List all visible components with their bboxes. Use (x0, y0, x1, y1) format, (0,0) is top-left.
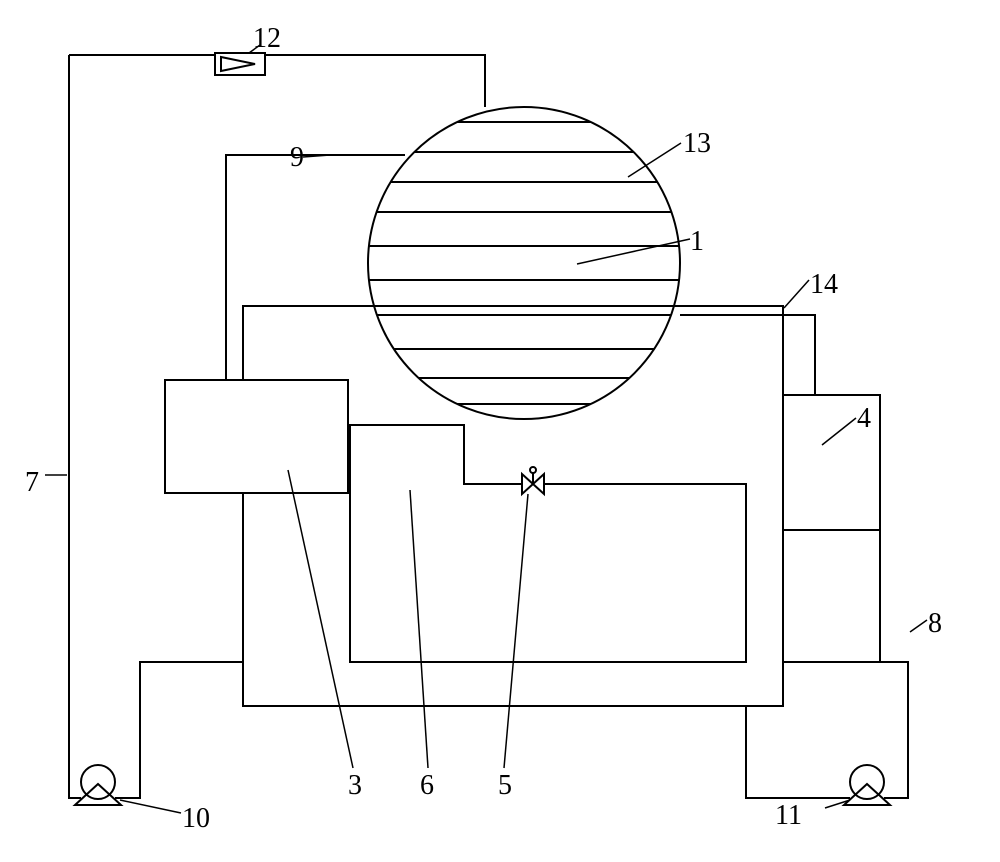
label-4: 4 (857, 403, 871, 435)
label-12: 12 (253, 23, 281, 55)
leader-10 (120, 800, 181, 813)
label-5: 5 (498, 770, 512, 802)
leader-3 (288, 470, 353, 768)
label-11: 11 (775, 800, 802, 832)
label-13: 13 (683, 128, 711, 160)
label-7: 7 (25, 467, 39, 499)
schematic-diagram (0, 0, 1000, 862)
label-9: 9 (290, 142, 304, 174)
inner-l-shape (350, 425, 746, 662)
leader-6 (410, 490, 428, 768)
pipe-7 (69, 55, 81, 798)
pipe-pump-right (746, 706, 850, 798)
pipe-top (69, 55, 485, 107)
label-6: 6 (420, 770, 434, 802)
label-8: 8 (928, 608, 942, 640)
box-right (783, 395, 880, 662)
pipe-14 (680, 315, 815, 395)
label-3: 3 (348, 770, 362, 802)
label-14: 14 (810, 269, 838, 301)
pipe-pump-left (115, 662, 243, 798)
label-10: 10 (182, 803, 210, 835)
leader-8 (910, 620, 927, 632)
label-1: 1 (690, 226, 704, 258)
box-left (165, 380, 348, 493)
leader-14 (784, 280, 809, 308)
leader-5 (504, 494, 528, 768)
